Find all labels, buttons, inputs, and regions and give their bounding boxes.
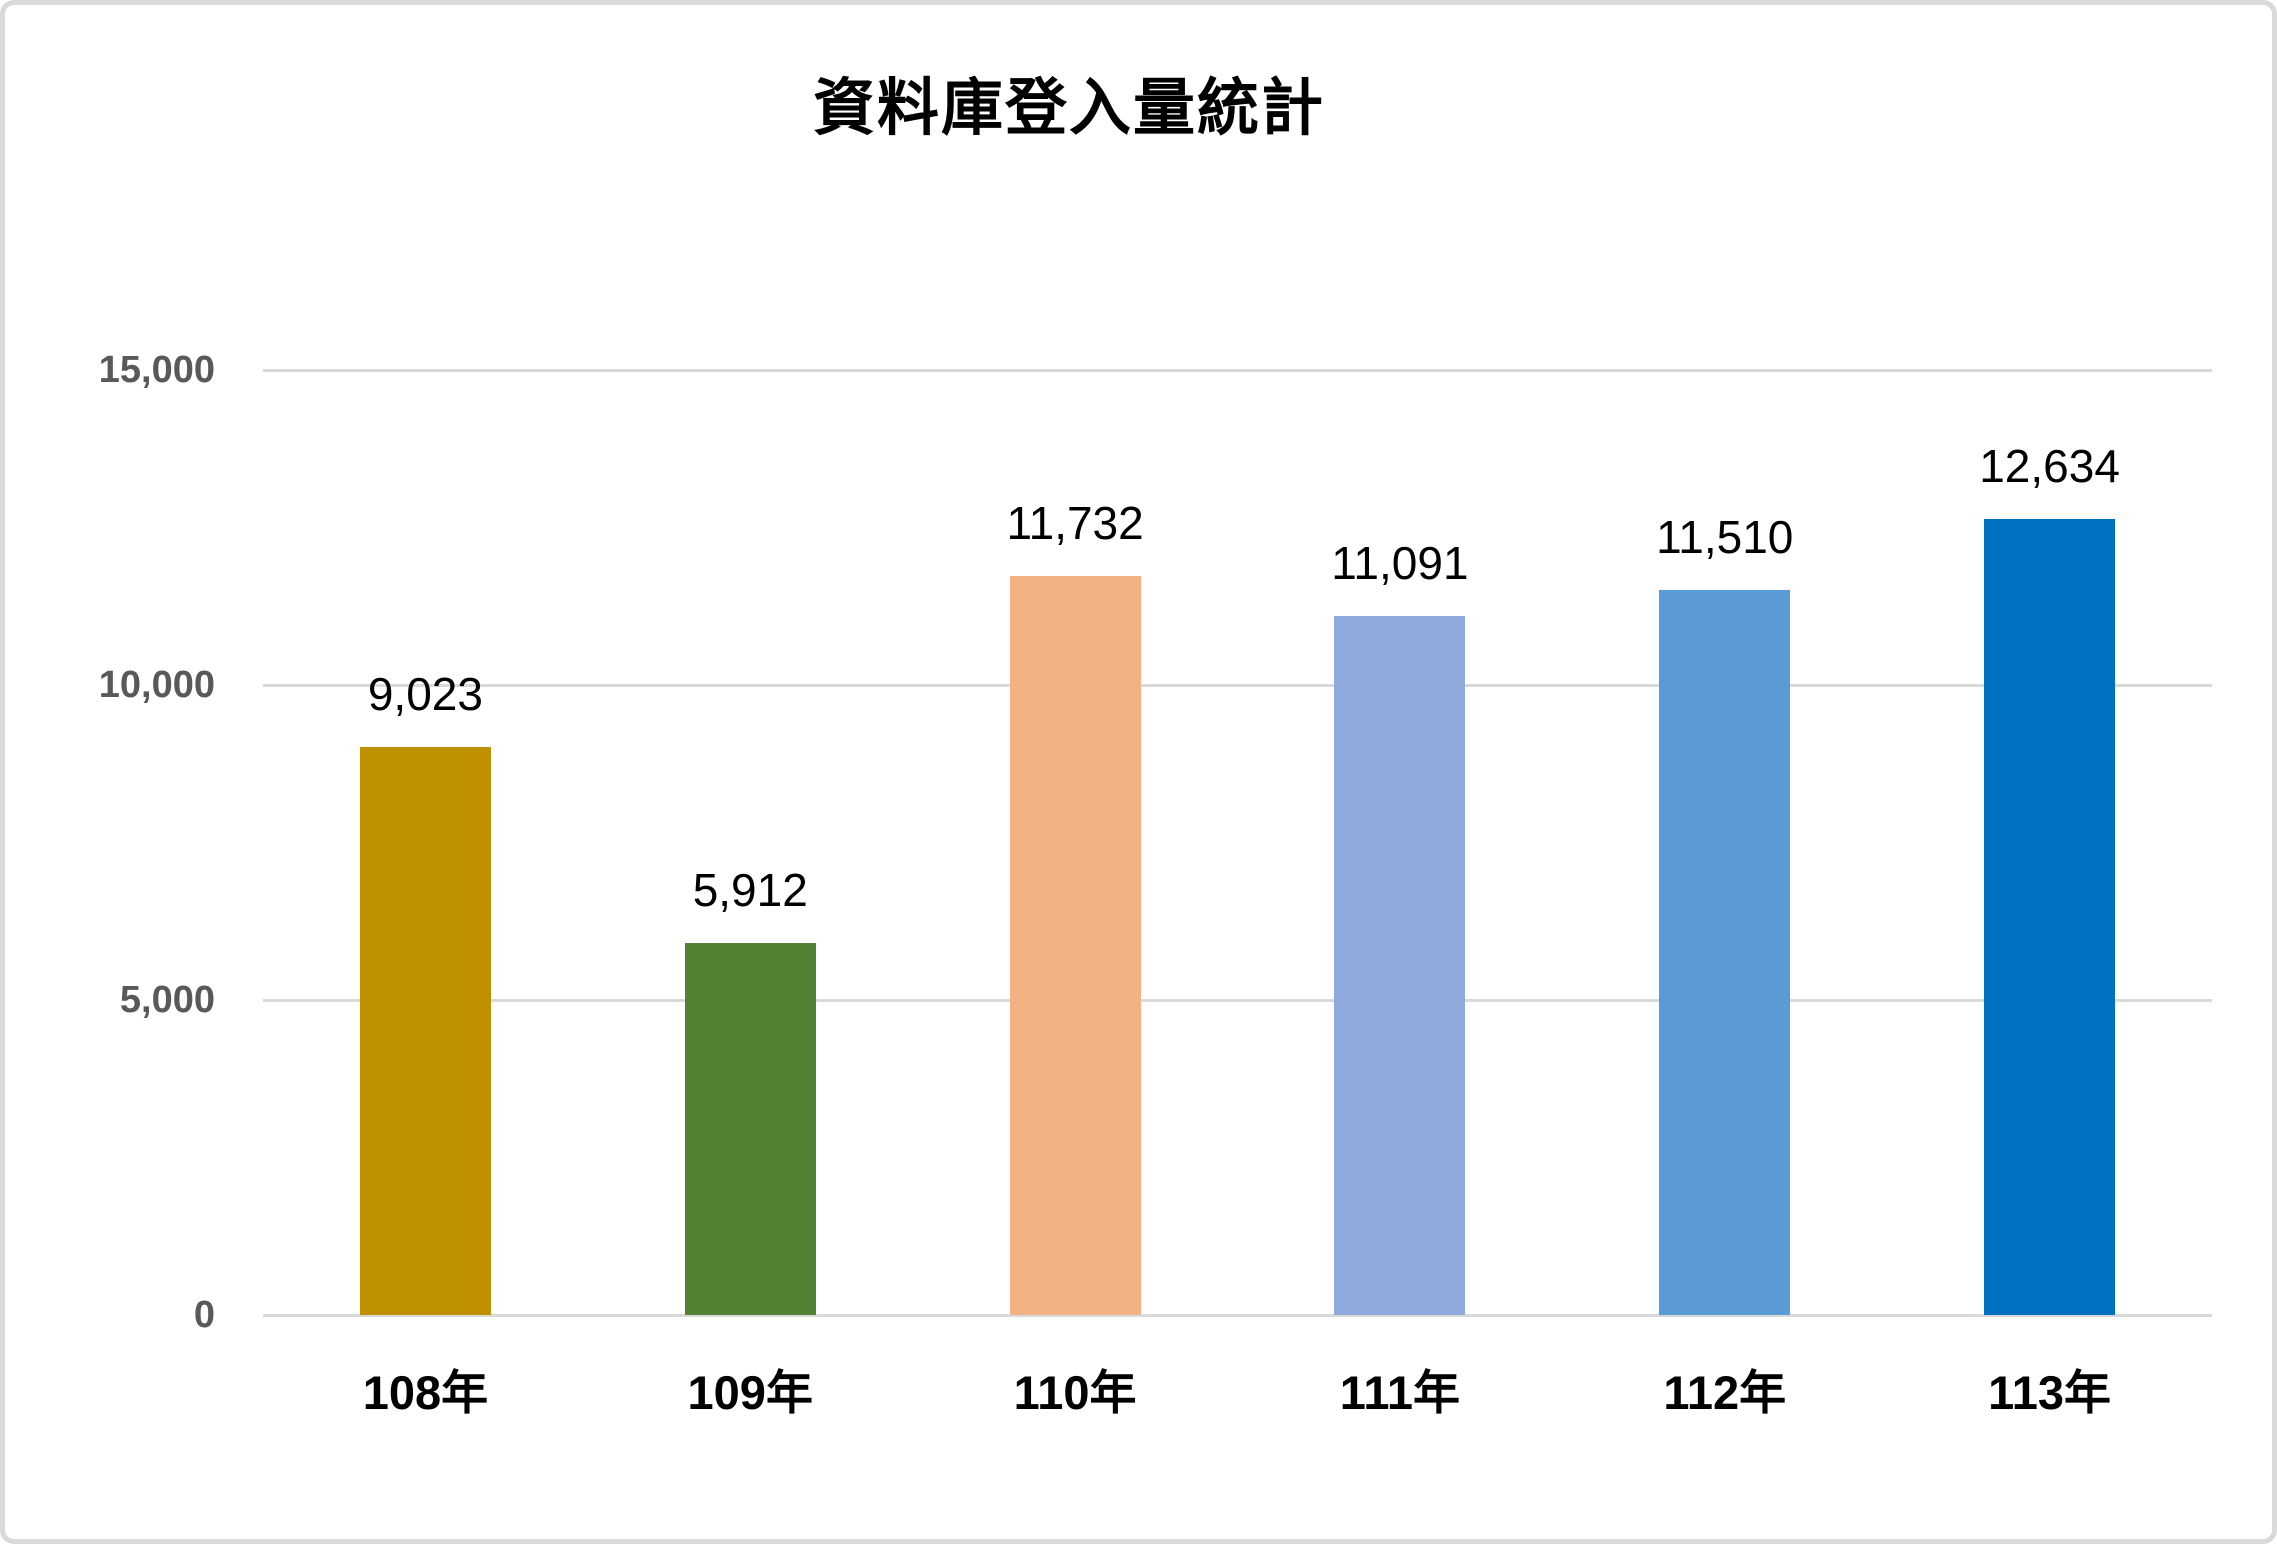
y-axis-tick-label: 0 — [193, 1294, 215, 1336]
gridline — [263, 683, 2212, 687]
x-axis-tick-label: 113年 — [1988, 1366, 2111, 1419]
bar-value-label: 12,634 — [1979, 440, 2120, 493]
bar-value-label: 11,091 — [1331, 537, 1469, 590]
y-axis-tick-label: 15,000 — [98, 349, 215, 391]
gridline — [263, 998, 2212, 1002]
bar-112年 — [1659, 589, 1791, 1315]
bar-value-label: 9,023 — [367, 667, 483, 720]
y-axis-tick-label: 10,000 — [98, 664, 215, 706]
x-axis-tick-label: 112年 — [1663, 1366, 1787, 1419]
chart-title: 資料庫登入量統計 — [812, 74, 1325, 143]
bar-value-label: 11,510 — [1656, 510, 1794, 563]
bar-value-label: 11,732 — [1006, 496, 1144, 549]
x-axis-tick-label: 111年 — [1339, 1366, 1461, 1419]
bar-113年 — [1984, 519, 2116, 1315]
bar-value-label: 5,912 — [692, 863, 808, 916]
bar-109年 — [684, 942, 816, 1315]
x-axis-tick-label: 109年 — [687, 1366, 813, 1419]
bar-111年 — [1334, 616, 1466, 1315]
bar-110年 — [1009, 575, 1141, 1315]
y-axis-tick-label: 5,000 — [119, 979, 215, 1021]
bar-108年 — [359, 746, 491, 1315]
gridline — [263, 1313, 2212, 1317]
plot-area: 0 5,000 10,000 15,000 9,023 108年 5,912 109年 11,7… — [5, 5, 2272, 1539]
x-axis-tick-label: 110年 — [1013, 1366, 1137, 1419]
gridline — [263, 368, 2212, 372]
x-axis-tick-label: 108年 — [362, 1366, 489, 1419]
